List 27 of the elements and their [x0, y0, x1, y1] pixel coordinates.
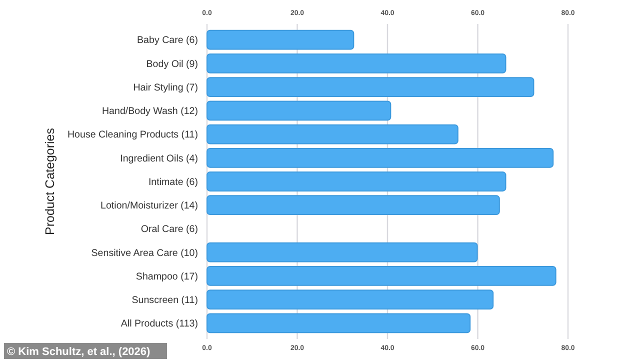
y-tick-label: Intimate (6)	[148, 176, 198, 188]
bar	[206, 242, 478, 262]
y-tick-label: Hand/Body Wash (12)	[102, 106, 198, 118]
bar	[206, 53, 506, 74]
bar	[206, 290, 494, 310]
y-tick-label: Ingredient Oils (4)	[120, 153, 198, 164]
y-tick-label: House Cleaning Products (11)	[67, 130, 198, 141]
bar	[206, 266, 556, 286]
y-tick-label: Lotion/Moisturizer (14)	[100, 200, 198, 212]
y-tick-label: Oral Care (6)	[140, 224, 198, 236]
y-tick-label: Baby Care (6)	[137, 35, 198, 46]
y-tick-label: Body Oil (9)	[146, 58, 198, 70]
y-axis-title: Product Categories	[43, 128, 57, 236]
bar	[206, 124, 458, 144]
y-tick-label: Sunscreen (11)	[132, 295, 198, 306]
bar	[206, 195, 500, 216]
text: © Kim Schultz, et al., (2026)	[7, 346, 151, 358]
y-tick-label: Sensitive Area Care (10)	[91, 248, 198, 259]
bar	[206, 30, 354, 50]
bar	[206, 77, 534, 97]
bar	[206, 172, 506, 192]
bar	[206, 148, 554, 168]
y-tick-label: Shampoo (17)	[136, 271, 198, 282]
bar	[206, 313, 471, 334]
bar	[206, 100, 392, 121]
y-tick-label: Hair Styling (7)	[133, 82, 198, 94]
y-tick-label: All Products (113)	[120, 318, 198, 330]
